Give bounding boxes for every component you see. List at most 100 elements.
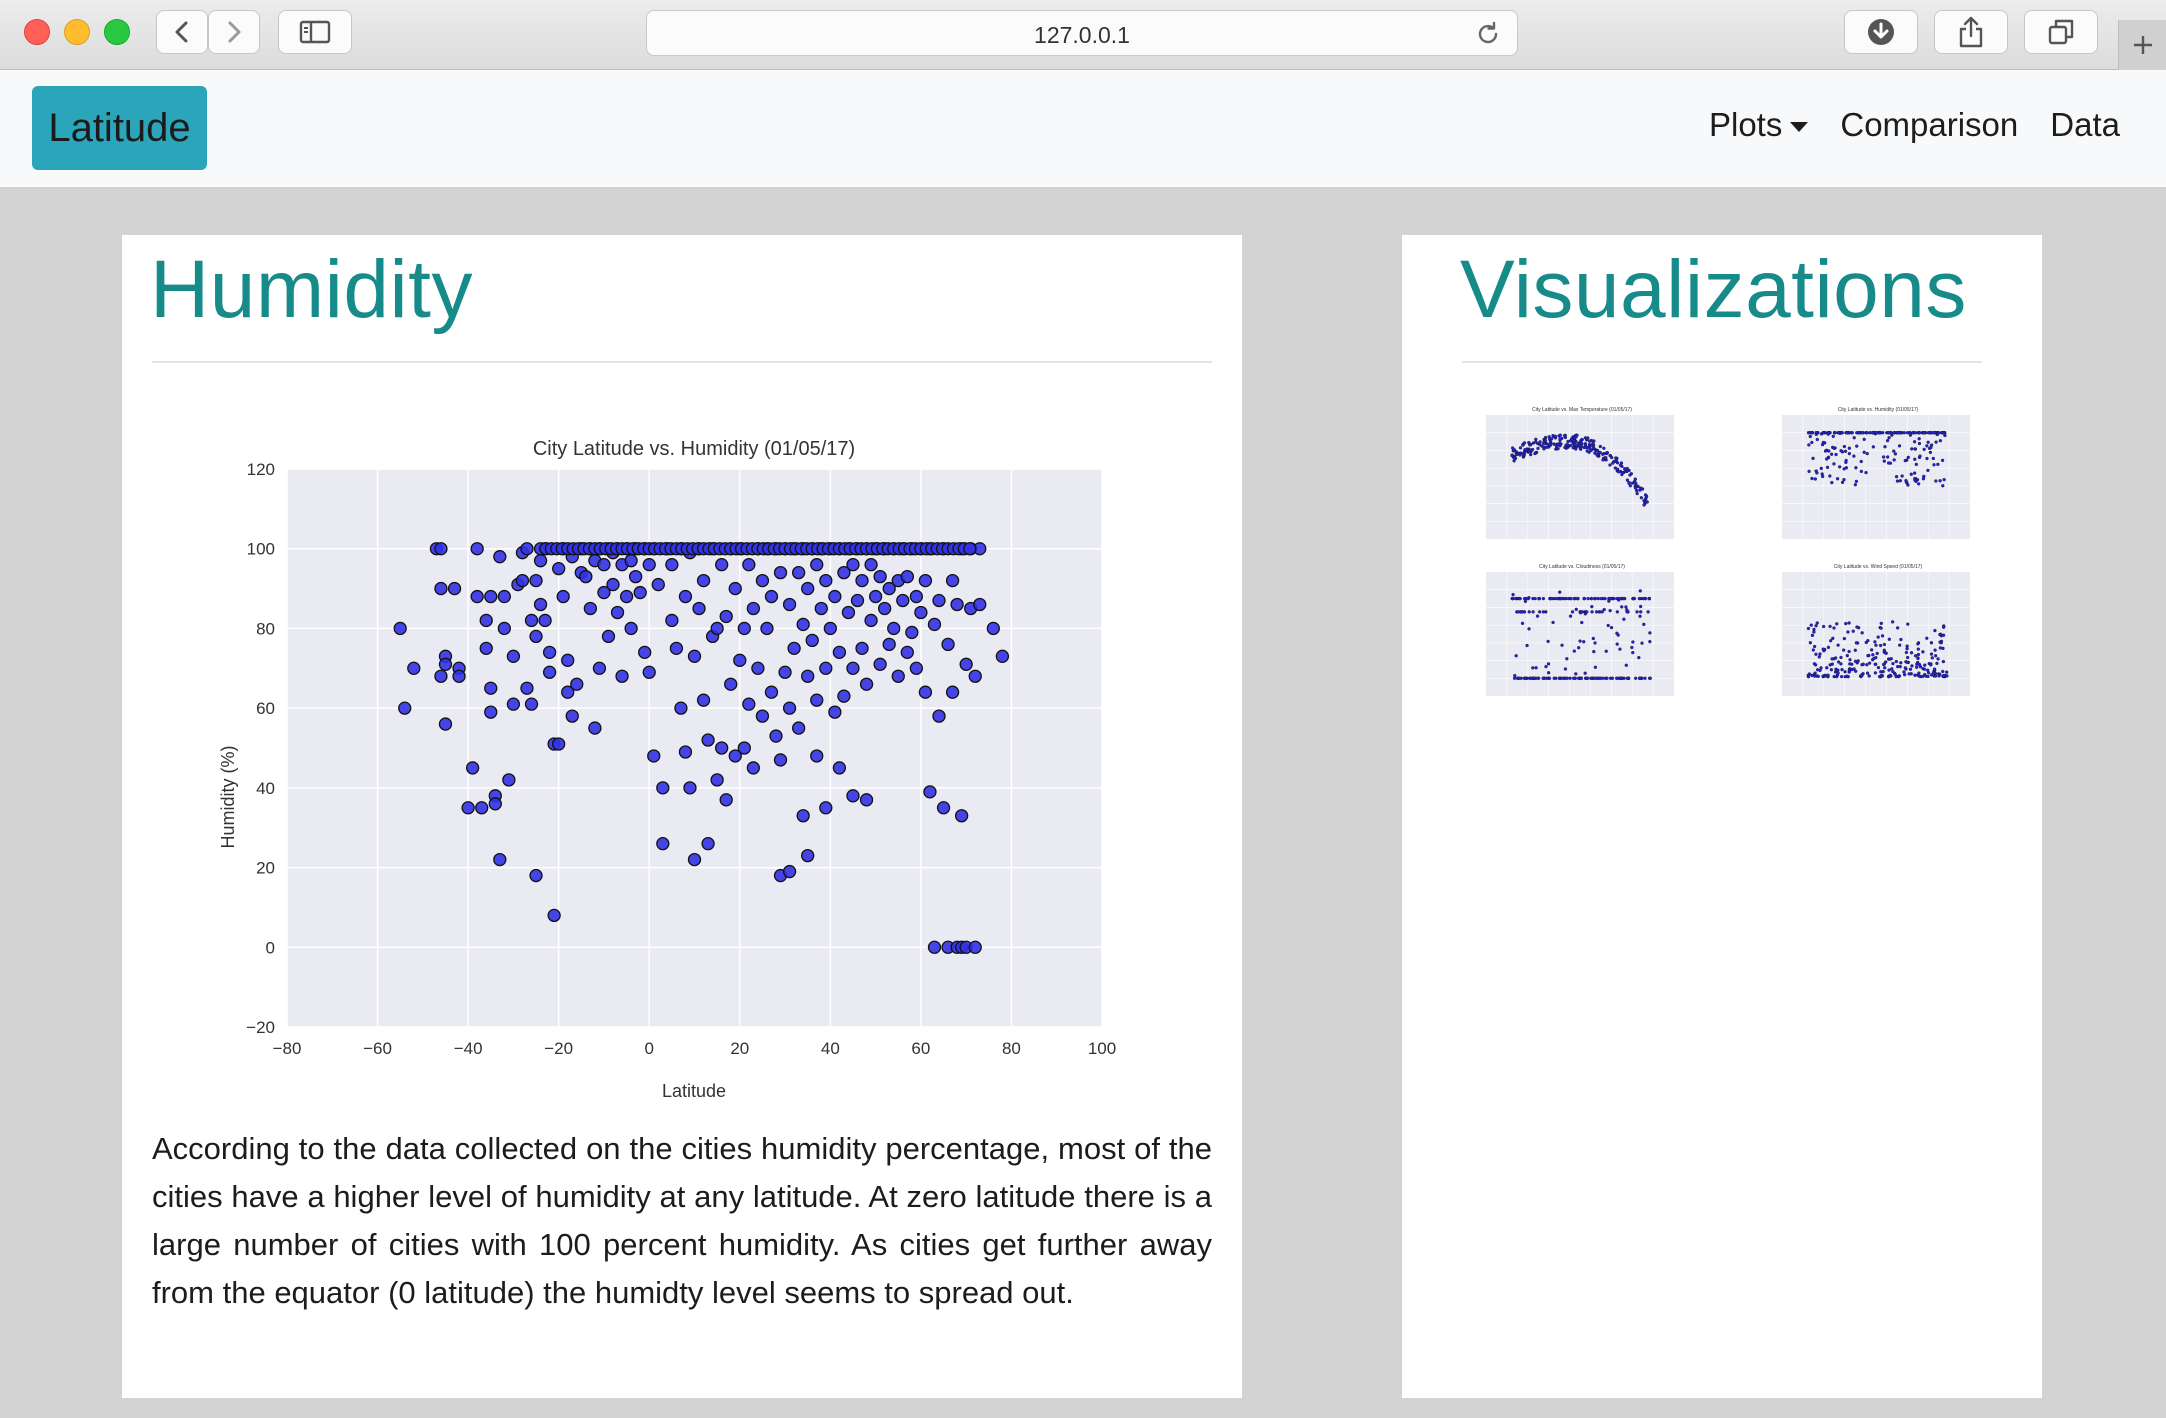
data-point [737,621,751,636]
thumbnail-point [1904,480,1909,484]
thumbnail-cloudiness[interactable]: City Latitude vs. Cloudiness (01/05/17) [1470,560,1680,710]
reload-icon[interactable] [1475,21,1501,47]
thumbnail-point [1578,639,1582,643]
data-point [719,793,733,807]
thumbnail-point [1633,480,1637,485]
thumbnail-point [1859,459,1863,464]
thumbnail-point [1815,668,1820,672]
thumbnail-point [1907,672,1911,676]
thumbnail-point [1608,453,1612,458]
thumbnail-max-temperature[interactable]: City Latitude vs. Max Temperature (01/05… [1470,403,1680,553]
data-point [715,741,729,755]
thumbnail-point [1565,657,1569,661]
data-point [398,701,412,715]
thumbnail-point [1847,669,1852,673]
close-window-button[interactable] [24,19,50,45]
thumbnail-point [1558,596,1563,601]
thumbnail-point [1883,666,1887,670]
thumbnail-humidity[interactable]: City Latitude vs. Humidity (01/05/17) [1766,403,1976,553]
minimize-window-button[interactable] [64,19,90,45]
thumbnail-point [1837,431,1841,435]
sidebar-toggle-button[interactable] [278,10,352,54]
data-point [959,657,973,671]
thumbnail-wind-chart: City Latitude vs. Wind Speed (01/05/17) [1782,564,1970,696]
thumbnail-point [1906,483,1910,487]
thumbnail-point [1555,596,1559,601]
sidebar-title: Visualizations [1460,244,1967,335]
back-button[interactable] [156,10,208,54]
data-point [828,705,842,719]
thumbnail-point [1563,435,1568,440]
thumbnail-point [1938,632,1942,637]
nav-data-link[interactable]: Data [2050,106,2120,143]
thumbnail-point [1922,447,1926,452]
thumbnail-point [1925,456,1929,461]
tabs-overview-button[interactable] [2024,10,2098,54]
description-text: According to the data collected on the c… [152,1131,1212,1310]
thumbnail-point [1622,467,1627,471]
new-tab-button[interactable] [2118,20,2166,70]
brand-button[interactable]: Latitude [32,86,207,170]
thumbnail-point [1847,446,1852,450]
thumbnail-point [1523,448,1527,452]
thumbnail-point [1844,621,1848,626]
thumbnail-point [1875,431,1879,435]
data-point [438,717,453,731]
thumbnail-point [1813,477,1817,481]
thumbnail-point [1633,486,1638,490]
address-bar[interactable]: 127.0.0.1 [646,10,1518,56]
thumbnail-point [1637,655,1641,660]
thumbnail-point [1543,435,1548,440]
thumbnail-point [1836,643,1840,647]
thumbnail-point [1574,435,1578,439]
downloads-button[interactable] [1844,10,1918,54]
thumbnail-point [1628,473,1632,477]
thumbnail-point [1905,660,1910,665]
data-point [461,801,475,815]
data-point [552,737,566,751]
data-point [814,601,828,616]
data-point [801,669,815,683]
thumbnail-point [1648,676,1652,680]
nav-comparison-link[interactable]: Comparison [1840,106,2019,143]
data-point [565,709,579,723]
thumbnail-point [1926,468,1930,472]
thumbnail-point [1929,663,1933,667]
thumbnail-point [1903,666,1907,670]
thumbnail-point [1936,657,1940,661]
data-point [796,617,810,632]
thumbnail-point [1557,676,1562,680]
thumbnail-point [1625,608,1629,612]
thumbnail-point [1887,431,1891,435]
maximize-window-button[interactable] [104,19,130,45]
data-point [710,621,724,636]
thumbnail-point [1933,654,1938,658]
nav-plots-dropdown[interactable]: Plots [1709,106,1809,144]
share-button[interactable] [1934,10,2008,54]
data-point [678,745,693,759]
thumbnail-point [1847,649,1851,654]
thumbnail-point [1592,649,1596,654]
thumbnail-point [1523,676,1528,680]
thumbnail-point [1537,610,1542,614]
forward-button[interactable] [208,10,260,54]
thumbnail-point [1589,676,1594,680]
thumbnail-point [1892,449,1896,453]
thumbnail-point [1631,640,1635,644]
data-point [524,697,539,711]
thumbnail-point [1918,665,1923,669]
thumbnail-point [1843,675,1847,679]
thumbnail-point [1891,669,1895,674]
thumbnail-point [1527,610,1531,614]
data-point [864,558,878,572]
data-point [520,542,534,556]
thumbnail-point [1909,651,1914,655]
thumbnail-point [1934,479,1938,483]
data-point [624,621,638,636]
data-point [927,940,942,954]
thumbnail-point [1639,610,1643,614]
thumbnail-point [1913,431,1918,435]
thumbnail-wind-speed[interactable]: City Latitude vs. Wind Speed (01/05/17) [1766,560,1976,710]
thumbnail-point [1827,449,1831,453]
thumbnail-point [1921,477,1926,481]
